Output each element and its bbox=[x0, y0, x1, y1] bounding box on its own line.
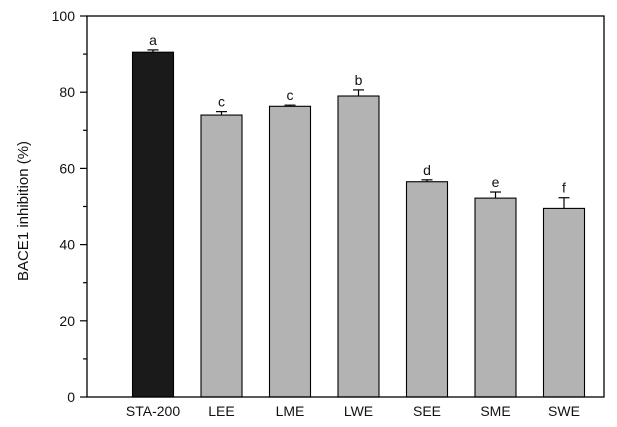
bar-lwe bbox=[337, 95, 380, 398]
y-tick-label: 20 bbox=[59, 313, 75, 329]
significance-letter-lme: c bbox=[287, 87, 294, 103]
significance-letter-lwe: b bbox=[355, 72, 363, 88]
x-tick-label-see: SEE bbox=[413, 403, 441, 419]
error-bars-layer bbox=[147, 49, 570, 209]
bar-lee bbox=[200, 114, 243, 398]
x-tick-labels-layer: STA-200 LEE LME LWE SEE SME SWE bbox=[126, 403, 580, 419]
bar-lme bbox=[268, 105, 312, 398]
y-ticks-layer: 0 20 40 60 80 100 bbox=[52, 8, 87, 405]
significance-letter-swe: f bbox=[562, 180, 566, 196]
x-tick-label-lwe: LWE bbox=[344, 403, 373, 419]
y-axis-label: BACE1 inhibition (%) bbox=[15, 141, 32, 281]
y-tick-label: 80 bbox=[59, 84, 75, 100]
y-tick-label: 100 bbox=[52, 8, 76, 24]
x-tick-label-sta-200: STA-200 bbox=[126, 403, 180, 419]
x-tick-label-swe: SWE bbox=[548, 403, 580, 419]
y-tick-label: 40 bbox=[59, 237, 75, 253]
x-tick-label-lme: LME bbox=[276, 403, 305, 419]
significance-letter-see: d bbox=[423, 162, 431, 178]
x-tick-label-sme: SME bbox=[480, 403, 510, 419]
y-tick-label: 0 bbox=[67, 389, 75, 405]
significance-letter-lee: c bbox=[218, 94, 225, 110]
y-tick-label: 60 bbox=[59, 160, 75, 176]
bar-swe bbox=[542, 207, 586, 398]
significance-letters-layer: a c c b d e f bbox=[149, 32, 566, 196]
bars-layer bbox=[131, 51, 586, 398]
significance-letter-sta-200: a bbox=[149, 32, 157, 48]
significance-letter-sme: e bbox=[492, 174, 500, 190]
x-tick-label-lee: LEE bbox=[208, 403, 234, 419]
bar-sta-200 bbox=[131, 51, 175, 398]
bar-see bbox=[405, 181, 449, 398]
bar-sme bbox=[474, 197, 517, 398]
